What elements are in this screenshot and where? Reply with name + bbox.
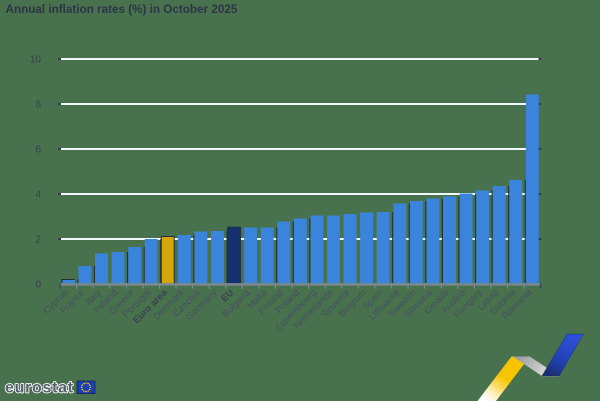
svg-text:4: 4	[35, 190, 41, 201]
svg-text:Annual inflation rates (%) in: Annual inflation rates (%) in October 20…	[6, 3, 238, 16]
svg-text:8: 8	[35, 100, 41, 111]
svg-text:eurostat: eurostat	[5, 380, 74, 397]
svg-text:10: 10	[30, 55, 42, 66]
svg-text:0: 0	[35, 280, 41, 291]
svg-text:6: 6	[35, 145, 41, 156]
svg-text:2: 2	[35, 235, 41, 246]
